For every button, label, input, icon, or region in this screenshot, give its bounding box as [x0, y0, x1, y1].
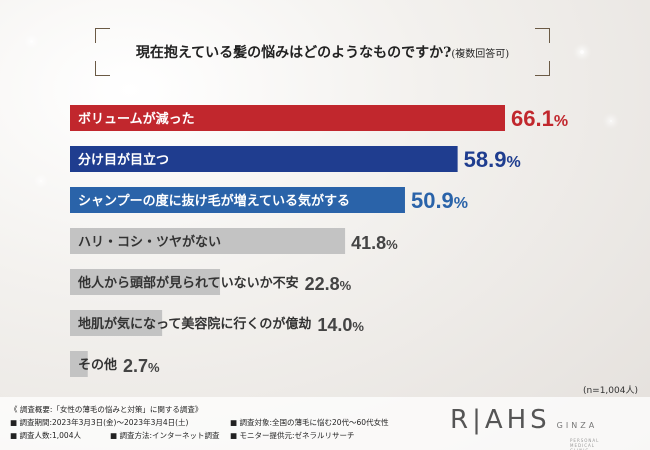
value-label: 2.7%	[123, 356, 160, 376]
chart-title: 現在抱えている髪の悩みはどのようなものですか?(複数回答可)	[95, 42, 550, 62]
sparkle	[610, 120, 612, 122]
title-frame: 現在抱えている髪の悩みはどのようなものですか?(複数回答可)	[95, 28, 550, 76]
category-label: 地肌が気になって美容院に行くのが億劫	[78, 316, 311, 332]
survey-method: ■ 調査方法:インターネット調査	[110, 431, 220, 440]
bar	[70, 187, 405, 213]
category-label: その他	[78, 357, 117, 373]
category-label: ボリュームが減った	[78, 111, 195, 127]
logo-tagline: PERSONAL MEDICAL CLINIC	[570, 438, 600, 450]
survey-footer: 《 調査概要:「女性の薄毛の悩みと対策」に関する調査》 ■ 調査期間:2023年…	[0, 397, 650, 450]
bar	[70, 269, 221, 295]
clinic-logo: R|AHS GINZA PERSONAL MEDICAL CLINIC	[450, 405, 598, 450]
bar	[70, 228, 346, 254]
sparkle	[580, 50, 584, 54]
title-main: 現在抱えている髪の悩みはどのようなものですか?	[135, 45, 452, 61]
value-label: 58.9%	[464, 147, 521, 172]
value-label: 50.9%	[411, 188, 468, 213]
survey-period: ■ 調査期間:2023年3月3日(金)〜2023年3月4日(土)	[10, 418, 189, 427]
bar	[70, 105, 505, 131]
category-label: 他人から頭部が見られていないか不安	[77, 275, 299, 291]
value-label: 14.0%	[317, 315, 364, 335]
value-label: 22.8%	[305, 274, 352, 294]
sample-size-note: (n=1,004人)	[582, 386, 638, 396]
survey-target: ■ 調査対象:全国の薄毛に悩む20代〜60代女性	[230, 418, 389, 427]
category-label: 分け目が目立つ	[78, 152, 169, 168]
logo-sub: GINZA	[556, 421, 598, 430]
value-label: 41.8%	[351, 233, 398, 253]
logo-brand: R|AHS	[450, 405, 551, 435]
category-label: シャンプーの度に抜け毛が増えている気がする	[78, 193, 350, 209]
sparkle	[30, 40, 33, 43]
survey-provider: ■ モニター提供元:ゼネラルリサーチ	[230, 431, 355, 440]
bar	[70, 310, 163, 336]
bar	[70, 146, 458, 172]
bar	[70, 351, 88, 377]
title-sub: (複数回答可)	[451, 49, 510, 60]
survey-count: ■ 調査人数:1,004人	[10, 431, 81, 440]
survey-heading: 《 調査概要:「女性の薄毛の悩みと対策」に関する調査》	[10, 405, 203, 414]
value-label: 66.1%	[511, 106, 568, 131]
category-label: ハリ・コシ・ツヤがない	[78, 234, 221, 250]
sparkle	[40, 180, 42, 182]
